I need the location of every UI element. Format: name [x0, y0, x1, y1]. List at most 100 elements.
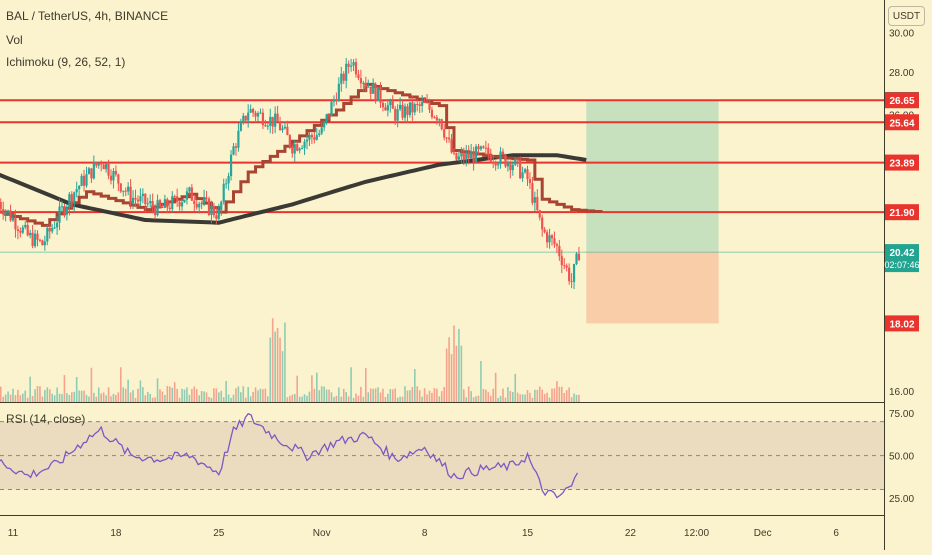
candle-body: [105, 163, 108, 170]
volume-bar: [507, 387, 509, 402]
volume-bar: [129, 392, 132, 402]
candle-body: [85, 174, 88, 186]
price-tick-label: 16.00: [889, 387, 914, 398]
volume-bar: [83, 390, 85, 402]
candle-body: [21, 227, 24, 233]
volume-bar: [426, 394, 428, 402]
volume-bar: [541, 389, 543, 402]
volume-bar: [489, 395, 492, 402]
currency-label: USDT: [892, 10, 921, 22]
candle-body: [58, 206, 61, 223]
candle-body: [161, 206, 164, 208]
volume-bar: [193, 386, 196, 402]
candle-body: [190, 187, 193, 201]
volume-bar: [463, 389, 465, 402]
volume-bar: [414, 369, 416, 402]
candle-body: [364, 82, 367, 87]
volume-bar: [132, 390, 134, 402]
volume-bar: [230, 397, 232, 402]
candle-body: [203, 197, 206, 203]
volume-bar: [12, 388, 14, 402]
volume-bar: [48, 389, 51, 402]
candle-body: [489, 154, 492, 163]
volume-bar: [514, 373, 517, 402]
volume-bar: [26, 397, 29, 402]
volume-bar: [475, 396, 477, 402]
volume-bar: [458, 328, 460, 402]
volume-bar: [352, 397, 355, 402]
candle-body: [100, 162, 103, 165]
candle-body: [114, 170, 117, 175]
candle-body: [247, 112, 250, 121]
volume-bar: [124, 388, 127, 402]
candle-body: [36, 233, 39, 240]
candle-body: [416, 104, 419, 106]
candle-body: [553, 238, 556, 245]
volume-bar: [521, 394, 524, 402]
volume-bar: [409, 390, 411, 402]
candle-body: [117, 174, 120, 184]
candle-body: [124, 190, 127, 192]
volume-bar: [360, 386, 362, 402]
volume-bar: [264, 388, 267, 402]
volume-bar: [423, 388, 426, 402]
currency-button[interactable]: USDT: [888, 6, 925, 26]
candle-body: [572, 264, 576, 282]
volume-bar: [183, 389, 186, 402]
candle-body: [536, 197, 539, 211]
volume-bar: [29, 376, 31, 402]
candle-body: [396, 109, 399, 121]
candle-body: [82, 175, 86, 186]
time-tick-label: 6: [833, 528, 839, 539]
candle-body: [119, 183, 122, 192]
volume-bar: [237, 386, 240, 402]
volume-bar: [41, 396, 44, 402]
symbol-legend[interactable]: BAL / TetherUS, 4h, BINANCE: [6, 9, 169, 23]
volume-bar: [357, 395, 360, 402]
ichimoku-legend[interactable]: Ichimoku (9, 26, 52, 1): [6, 55, 126, 69]
candle-body: [423, 102, 426, 104]
volume-bar: [494, 372, 497, 402]
price-label-text: 26.65: [889, 96, 914, 107]
volume-bar: [156, 378, 159, 402]
volume-bar: [448, 337, 450, 402]
volume-legend[interactable]: Vol: [6, 33, 23, 47]
candle-body: [543, 229, 546, 233]
candle-body: [53, 227, 56, 229]
candle-body: [276, 113, 279, 122]
candle-body: [318, 133, 321, 136]
volume-bar: [369, 388, 372, 402]
candle-body: [225, 183, 228, 185]
candle-body: [166, 199, 169, 208]
volume-bar: [281, 351, 284, 402]
price-label-box: [885, 244, 919, 273]
candle-body: [435, 117, 438, 121]
candle-body: [541, 217, 544, 230]
candle-body: [570, 281, 573, 283]
candle-body: [65, 207, 68, 215]
price-label-text: 20.42: [889, 248, 914, 259]
volume-bar: [548, 397, 551, 402]
candle-body: [242, 115, 245, 123]
candle-body: [315, 135, 318, 140]
price-label-box: [885, 204, 919, 221]
volume-bar: [558, 386, 561, 402]
time-tick-label: 11: [8, 528, 19, 539]
volume-bar: [267, 396, 269, 402]
countdown-label: 02:07:46: [884, 260, 919, 270]
candle-body: [452, 152, 456, 154]
volume-bar: [73, 391, 76, 402]
volume-bar: [97, 387, 100, 402]
candle-body: [565, 265, 568, 268]
rsi-legend[interactable]: RSI (14, close): [6, 412, 86, 426]
candle-body: [514, 158, 517, 165]
volume-bar: [200, 391, 203, 402]
volume-bar: [443, 387, 445, 402]
volume-bar: [316, 372, 318, 402]
candle-body: [151, 201, 154, 208]
candle-body: [494, 162, 497, 166]
candle-body: [477, 146, 480, 150]
candle-body: [418, 104, 421, 106]
